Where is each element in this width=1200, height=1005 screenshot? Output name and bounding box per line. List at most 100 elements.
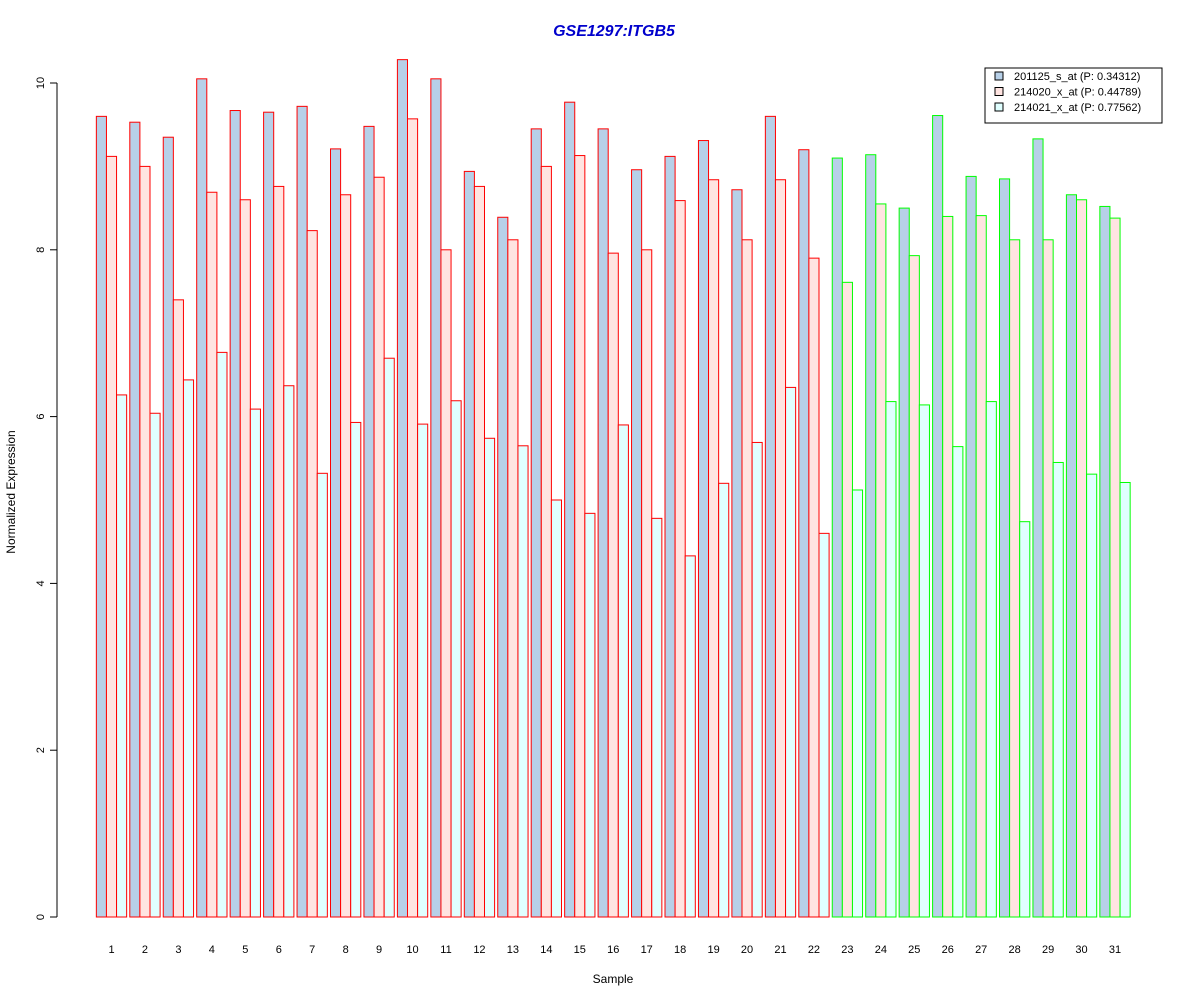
bar — [774, 179, 787, 918]
bar — [517, 445, 529, 918]
bar — [965, 175, 977, 918]
bar — [851, 489, 864, 918]
bar — [875, 203, 887, 918]
bar — [975, 215, 987, 918]
bar — [396, 59, 408, 918]
legend-label: 214021_x_at (P: 0.77562) — [1014, 102, 1141, 114]
bar — [340, 194, 352, 918]
bar — [216, 351, 228, 918]
bar — [363, 125, 375, 918]
bar — [473, 185, 485, 918]
bar — [440, 249, 452, 918]
bar — [674, 200, 686, 918]
bar — [507, 239, 519, 918]
legend-label: 214020_x_at (P: 0.44789) — [1014, 87, 1141, 99]
bar — [808, 257, 820, 918]
bar — [1009, 239, 1021, 918]
legend-label: 201125_s_at (P: 0.34312) — [1014, 71, 1140, 83]
x-tick-label: 29 — [1042, 944, 1054, 956]
bar — [932, 115, 944, 918]
bar — [450, 400, 462, 918]
bar — [149, 412, 161, 918]
x-tick-label: 28 — [1009, 944, 1021, 956]
bar — [350, 421, 362, 918]
x-tick-label: 20 — [741, 944, 753, 956]
x-tick-label: 31 — [1109, 944, 1121, 956]
bar — [373, 176, 385, 918]
x-tick-label: 26 — [942, 944, 954, 956]
bar — [999, 178, 1011, 918]
bar — [540, 165, 552, 918]
x-tick-label: 1 — [108, 944, 114, 956]
legend-swatch — [994, 71, 1004, 81]
bar — [741, 239, 753, 918]
x-tick-label: 4 — [209, 944, 215, 956]
bar — [564, 101, 576, 918]
bar — [841, 281, 853, 918]
bar — [116, 394, 128, 918]
x-tick-label: 22 — [808, 944, 820, 956]
bar — [1086, 473, 1098, 918]
bar — [296, 105, 308, 918]
bar — [182, 379, 195, 918]
y-tick-label: 8 — [35, 247, 47, 253]
bar — [172, 299, 184, 918]
x-axis-label: Sample — [593, 972, 634, 986]
x-tick-label: 24 — [875, 944, 887, 956]
bar — [129, 121, 141, 918]
bar — [631, 169, 643, 918]
bar — [1109, 217, 1121, 918]
bar — [908, 255, 920, 918]
bar — [952, 446, 964, 918]
bar — [1099, 205, 1111, 918]
bar — [764, 115, 776, 918]
bar — [818, 532, 830, 918]
bar — [697, 140, 710, 918]
bar — [530, 128, 542, 918]
bar — [229, 110, 241, 918]
x-tick-label: 9 — [376, 944, 382, 956]
bar — [865, 154, 877, 918]
legend-swatch — [994, 102, 1004, 112]
bar — [785, 386, 797, 918]
x-tick-label: 2 — [142, 944, 148, 956]
x-tick-label: 19 — [707, 944, 719, 956]
bar — [263, 111, 275, 918]
x-tick-label: 14 — [540, 944, 552, 956]
bar — [239, 199, 251, 918]
x-tick-label: 5 — [242, 944, 248, 956]
bar — [383, 357, 395, 918]
bar — [584, 512, 596, 918]
x-tick-label: 21 — [774, 944, 786, 956]
bar — [95, 115, 107, 918]
x-tick-label: 15 — [574, 944, 586, 956]
y-tick-label: 6 — [35, 414, 47, 420]
bar — [497, 216, 509, 918]
bar — [330, 148, 342, 918]
bar — [139, 165, 151, 918]
legend-swatch — [994, 87, 1004, 96]
bar — [918, 404, 930, 918]
x-tick-label: 10 — [406, 944, 418, 956]
bar — [417, 423, 429, 918]
y-tick-label: 10 — [35, 77, 47, 89]
bar — [798, 149, 810, 918]
y-tick-label: 0 — [35, 914, 47, 920]
x-tick-label: 8 — [343, 944, 349, 956]
bar — [641, 249, 653, 918]
bar — [283, 385, 295, 918]
bar — [463, 170, 475, 918]
chart-title: GSE1297:ITGB5 — [553, 23, 676, 40]
bar — [484, 437, 496, 918]
bar — [664, 155, 676, 918]
legend-box — [984, 67, 1163, 124]
x-tick-label: 17 — [641, 944, 653, 956]
bar — [831, 157, 843, 918]
bar — [196, 78, 208, 918]
bar — [1042, 239, 1054, 918]
x-tick-label: 30 — [1075, 944, 1087, 956]
bar — [1032, 138, 1044, 918]
x-tick-label: 11 — [440, 944, 451, 956]
